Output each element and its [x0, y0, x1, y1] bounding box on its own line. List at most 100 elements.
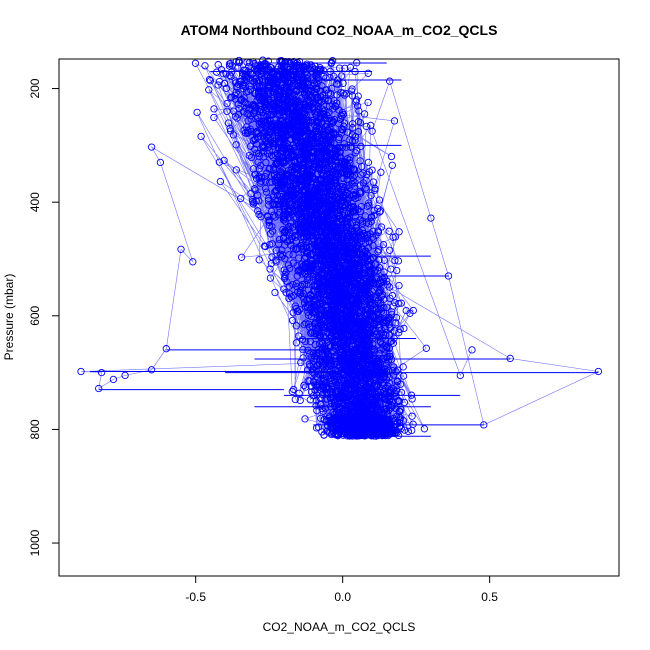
data-point — [374, 248, 382, 256]
data-point — [364, 158, 373, 167]
data-point — [338, 402, 346, 410]
data-point — [366, 267, 374, 276]
data-point — [255, 152, 263, 160]
data-point — [336, 115, 345, 123]
data-point — [296, 396, 304, 405]
data-point — [246, 142, 255, 150]
data-point — [271, 288, 279, 297]
data-point — [390, 117, 399, 125]
data-point — [266, 274, 275, 282]
data-point — [287, 219, 295, 227]
data-point — [346, 63, 355, 72]
data-point — [317, 401, 325, 409]
data-point — [265, 218, 273, 226]
data-point — [235, 56, 243, 65]
data-point — [353, 147, 361, 155]
data-point — [330, 267, 338, 276]
data-point — [298, 241, 306, 250]
data-point — [349, 257, 357, 265]
data-point — [324, 96, 333, 105]
data-point — [327, 187, 335, 196]
data-point — [285, 251, 293, 259]
data-point — [367, 218, 375, 226]
data-point — [295, 389, 303, 397]
data-point — [233, 114, 241, 122]
data-point — [270, 211, 278, 219]
data-point — [253, 133, 261, 142]
data-point — [217, 66, 226, 74]
data-point — [257, 213, 265, 221]
data-point — [407, 391, 416, 399]
data-point — [289, 280, 297, 289]
data-point — [388, 291, 397, 300]
data-point — [327, 128, 335, 136]
data-point — [375, 208, 384, 216]
data-point — [335, 323, 344, 331]
data-point — [246, 86, 255, 94]
data-point — [306, 377, 314, 385]
data-point — [239, 85, 247, 93]
data-point — [321, 404, 330, 412]
data-point — [384, 353, 392, 361]
data-point — [365, 238, 373, 246]
data-point — [289, 385, 298, 394]
data-point — [303, 276, 312, 284]
data-point — [227, 93, 236, 101]
data-point — [395, 328, 403, 337]
data-point — [328, 144, 336, 153]
data-point — [307, 61, 315, 69]
data-point — [285, 294, 293, 303]
data-point — [311, 62, 319, 70]
data-point — [288, 387, 296, 396]
data-point — [356, 157, 364, 165]
data-point — [331, 130, 340, 139]
data-point — [302, 260, 310, 268]
data-point — [232, 166, 240, 174]
data-point — [348, 143, 356, 151]
data-point — [392, 367, 400, 376]
data-point — [356, 258, 364, 266]
data-point — [360, 110, 369, 118]
data-point — [363, 185, 371, 194]
data-point — [205, 86, 213, 94]
data-point — [257, 119, 265, 127]
data-point — [397, 388, 406, 397]
data-point — [390, 327, 399, 335]
data-point — [193, 108, 201, 117]
data-point — [314, 350, 322, 358]
data-point — [251, 184, 259, 193]
data-point — [308, 116, 316, 125]
data-point — [355, 107, 363, 115]
data-point — [298, 260, 306, 268]
data-point — [272, 246, 281, 255]
data-point — [404, 427, 412, 436]
data-point — [252, 62, 260, 70]
data-point — [376, 306, 384, 314]
data-point — [304, 366, 312, 374]
data-point — [420, 425, 429, 433]
data-point — [246, 82, 254, 90]
data-point — [216, 177, 225, 186]
data-point — [269, 91, 277, 99]
data-point — [340, 122, 348, 130]
data-point — [391, 256, 399, 265]
data-point — [343, 128, 352, 136]
data-point — [341, 91, 349, 99]
data-point — [317, 93, 325, 101]
data-point — [294, 190, 302, 199]
data-point — [328, 116, 336, 125]
data-point — [214, 61, 222, 69]
data-point — [354, 227, 362, 235]
data-point — [351, 178, 359, 187]
data-point — [348, 120, 357, 128]
data-point — [383, 344, 391, 352]
data-point — [306, 274, 314, 282]
data-point — [392, 319, 400, 327]
data-point — [219, 70, 227, 78]
data-point — [215, 77, 224, 86]
data-point — [380, 256, 389, 264]
data-point — [269, 153, 277, 161]
data-point — [351, 182, 359, 190]
data-point — [284, 261, 293, 269]
